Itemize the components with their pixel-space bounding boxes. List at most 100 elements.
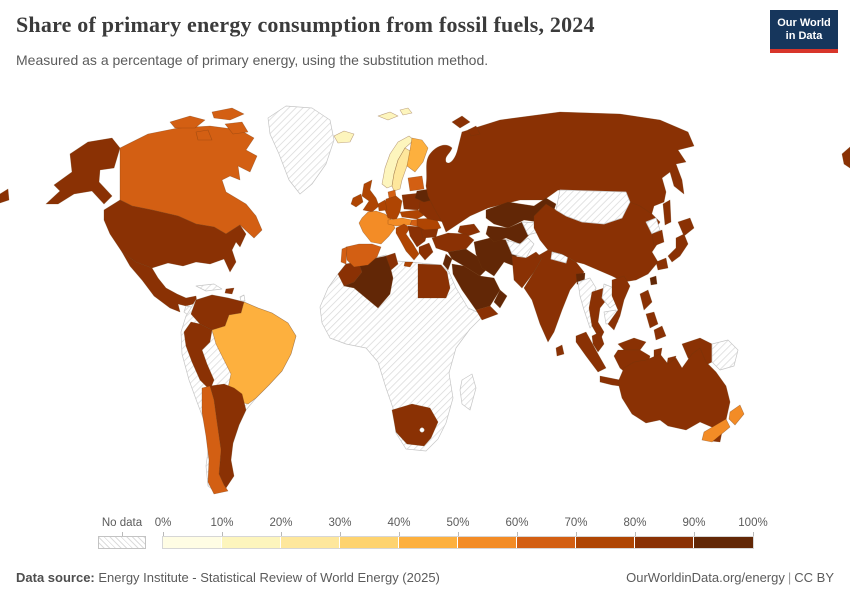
country-iceland[interactable] (333, 130, 355, 144)
country-baltics[interactable] (407, 175, 425, 192)
legend-tick-label: 70% (564, 517, 588, 529)
legend-tick-label: 60% (505, 517, 529, 529)
legend-tick-label: 10% (210, 517, 234, 529)
country-south-korea[interactable] (651, 229, 665, 247)
country-greece[interactable] (418, 242, 434, 261)
country-caucasus[interactable] (457, 223, 481, 237)
legend-segment-70-80%[interactable] (576, 537, 635, 548)
legend-tick-mark (340, 532, 341, 537)
country-svalbard[interactable] (377, 107, 413, 121)
legend-tick-mark (635, 532, 636, 537)
country-ireland[interactable] (350, 193, 364, 208)
country-usa-alaska[interactable] (45, 137, 121, 205)
country-portugal[interactable] (340, 246, 348, 265)
country-south-africa[interactable] (391, 403, 439, 447)
region-caribbean[interactable] (239, 294, 246, 302)
country-israel-jordan[interactable] (442, 253, 453, 271)
license-badge: CC BY (794, 570, 834, 585)
legend-segment-20-30%[interactable] (281, 537, 340, 548)
legend-segment-40-50%[interactable] (399, 537, 458, 548)
legend-tick-mark (222, 532, 223, 537)
legend-tick-mark (458, 532, 459, 537)
map-legend: No data 0% 10% 20% 30% 40% 50% 60% 70% 80% 90% 100… (0, 514, 850, 554)
legend-tick-mark (281, 532, 282, 537)
owid-logo: Our World in Data (770, 10, 838, 53)
footer-separator: | (787, 570, 792, 585)
legend-tick-label: 80% (623, 517, 647, 529)
legend-segment-60-70%[interactable] (517, 537, 576, 548)
country-tunisia[interactable] (385, 252, 399, 271)
country-malaysia[interactable] (591, 331, 647, 353)
country-nepal[interactable] (550, 251, 569, 264)
legend-tick-label: 100% (738, 517, 768, 529)
country-japan[interactable] (655, 217, 695, 271)
country-vietnam[interactable] (607, 275, 631, 331)
legend-tick-mark (399, 532, 400, 537)
country-lesotho[interactable] (419, 427, 425, 433)
legend-tick-mark (753, 532, 754, 537)
legend-tick-mark (694, 532, 695, 537)
country-oman[interactable] (493, 289, 508, 309)
country-uk[interactable] (361, 179, 380, 213)
data-source-text: Energy Institute - Statistical Review of… (94, 570, 440, 585)
country-madagascar[interactable] (459, 373, 477, 411)
country-russia-islands[interactable] (0, 115, 850, 226)
country-austria-switzerland[interactable] (387, 217, 413, 227)
country-taiwan[interactable] (649, 275, 658, 286)
legend-tick-mark (576, 532, 577, 537)
data-source: Data source: Energy Institute - Statisti… (16, 570, 440, 585)
region-africa-no-data[interactable] (319, 254, 485, 452)
country-benelux[interactable] (377, 199, 388, 212)
country-italy[interactable] (395, 223, 420, 268)
legend-segment-90-100%[interactable] (694, 537, 753, 548)
country-finland[interactable] (406, 137, 429, 173)
no-data-label: No data (101, 517, 143, 529)
country-brazil[interactable] (211, 301, 297, 405)
data-source-label: Data source: (16, 570, 95, 585)
owid-link[interactable]: OurWorldinData.org/energy (626, 570, 785, 585)
country-usa[interactable] (103, 199, 247, 273)
footer-credits: OurWorldinData.org/energy | CC BY (626, 570, 834, 585)
country-cuba[interactable] (195, 283, 223, 292)
country-egypt[interactable] (417, 263, 451, 299)
country-syria-iraq[interactable] (447, 248, 489, 277)
legend-segment-10-20%[interactable] (222, 537, 281, 548)
country-saudi-arabia[interactable] (451, 263, 501, 311)
country-ecuador-peru[interactable] (183, 321, 215, 391)
country-hispaniola[interactable] (224, 287, 235, 295)
legend-tick-label: 0% (154, 517, 172, 529)
country-spain[interactable] (345, 243, 382, 268)
country-yemen[interactable] (475, 305, 499, 321)
legend-tick-mark (163, 532, 164, 537)
legend-tick-label: 90% (682, 517, 706, 529)
no-data-tick (122, 532, 123, 536)
world-map (0, 92, 850, 508)
no-data-swatch[interactable] (98, 536, 146, 549)
legend-segment-50-60%[interactable] (458, 537, 517, 548)
legend-tick-label: 20% (269, 517, 293, 529)
owid-logo-line1: Our World (777, 17, 831, 29)
country-afghanistan[interactable] (505, 237, 535, 259)
country-greenland[interactable] (267, 105, 335, 195)
legend-segment-30-40%[interactable] (340, 537, 399, 548)
country-chile[interactable] (201, 385, 229, 495)
country-mongolia[interactable] (555, 189, 631, 225)
country-north-korea[interactable] (645, 217, 661, 235)
country-france[interactable] (358, 210, 396, 245)
legend-tick-label: 50% (446, 517, 470, 529)
country-new-zealand[interactable] (701, 404, 745, 443)
owid-logo-line2: in Data (785, 30, 823, 42)
legend-tick-label: 40% (387, 517, 411, 529)
country-canada-arctic-islands[interactable] (169, 107, 249, 141)
country-sri-lanka[interactable] (555, 344, 565, 357)
legend-segment-0-10%[interactable] (163, 537, 222, 548)
country-czech-slovakia[interactable] (399, 209, 427, 220)
legend-segment-80-90%[interactable] (635, 537, 694, 548)
country-papua-new-guinea[interactable] (711, 339, 739, 371)
country-turkey[interactable] (431, 232, 475, 253)
country-norway[interactable] (381, 135, 415, 189)
country-philippines[interactable] (639, 289, 667, 341)
legend-tick-mark (517, 532, 518, 537)
page-title: Share of primary energy consumption from… (16, 12, 595, 37)
